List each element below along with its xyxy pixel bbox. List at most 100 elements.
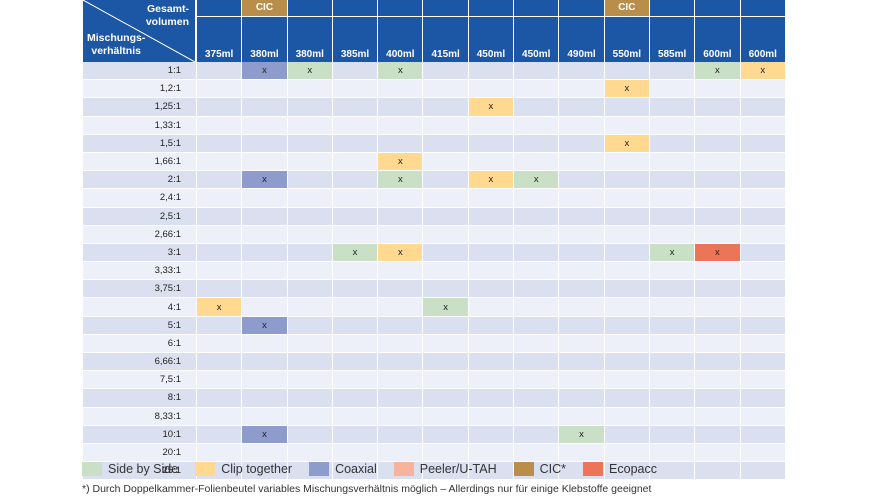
empty-cell bbox=[649, 425, 695, 444]
header-divider bbox=[468, 16, 514, 17]
mixing-ratio-cell: 25:1 bbox=[83, 462, 196, 481]
header-divider bbox=[332, 16, 378, 17]
available-cell: x bbox=[242, 425, 287, 444]
empty-cell bbox=[740, 316, 785, 335]
empty-cell bbox=[468, 116, 514, 135]
empty-cell bbox=[197, 134, 242, 153]
empty-cell bbox=[514, 334, 559, 353]
empty-cell bbox=[197, 334, 242, 353]
empty-cell bbox=[332, 353, 378, 372]
empty-cell bbox=[514, 316, 559, 335]
header-corner-cell: Gesamt- volumen Mischungs- verhältnis bbox=[83, 0, 196, 62]
empty-cell bbox=[423, 462, 468, 481]
table-row: 1,2:1 x bbox=[83, 80, 785, 99]
empty-cell bbox=[242, 116, 287, 135]
mixing-ratio-cell: 8:1 bbox=[83, 389, 196, 408]
empty-cell bbox=[242, 262, 287, 281]
empty-cell bbox=[695, 407, 740, 426]
table-row: 4:1 x x bbox=[83, 298, 785, 317]
empty-cell bbox=[695, 371, 740, 390]
empty-cell bbox=[740, 407, 785, 426]
availability-mark: x bbox=[397, 156, 403, 168]
empty-cell bbox=[649, 298, 695, 317]
empty-cell bbox=[197, 425, 242, 444]
table-row: 20:1 bbox=[83, 443, 785, 463]
table-row: 8,33:1 bbox=[83, 407, 785, 426]
empty-cell bbox=[332, 80, 378, 99]
empty-cell bbox=[514, 425, 559, 444]
empty-cell bbox=[423, 443, 468, 463]
availability-mark: x bbox=[624, 137, 630, 149]
empty-cell bbox=[197, 262, 242, 281]
empty-cell bbox=[423, 353, 468, 372]
column-volume-label: 375ml bbox=[204, 49, 234, 60]
empty-cell bbox=[559, 407, 604, 426]
empty-cell bbox=[514, 353, 559, 372]
available-cell: x bbox=[514, 171, 559, 190]
table-row: 6,66:1 bbox=[83, 353, 785, 372]
empty-cell bbox=[242, 353, 287, 372]
column-volume-label: 600ml bbox=[703, 49, 732, 60]
empty-cell bbox=[468, 407, 514, 426]
empty-cell bbox=[378, 98, 423, 117]
empty-cell bbox=[468, 134, 514, 153]
column-header: 585ml bbox=[649, 0, 695, 62]
column-volume-label: 415ml bbox=[431, 49, 460, 60]
empty-cell bbox=[514, 298, 559, 317]
empty-cell bbox=[423, 389, 468, 408]
column-volume-label: 380ml bbox=[250, 49, 279, 60]
empty-cell bbox=[287, 298, 332, 317]
empty-cell bbox=[423, 134, 468, 153]
mixing-ratio-label: Mischungs- verhältnis bbox=[87, 32, 146, 57]
legend-item-side: Side by Side bbox=[82, 462, 178, 476]
empty-cell bbox=[604, 371, 649, 390]
empty-cell bbox=[332, 389, 378, 408]
legend-swatch bbox=[195, 462, 216, 476]
legend-label: Side by Side bbox=[108, 462, 179, 476]
empty-cell bbox=[559, 171, 604, 190]
empty-cell bbox=[423, 116, 468, 135]
empty-cell bbox=[423, 243, 468, 263]
available-cell: x bbox=[197, 298, 242, 317]
empty-cell bbox=[242, 298, 287, 317]
legend-item-peel: Peeler/U-TAH bbox=[393, 462, 497, 476]
table-row: 1,33:1 bbox=[83, 116, 785, 135]
empty-cell bbox=[559, 316, 604, 335]
column-header: 400ml bbox=[378, 0, 423, 62]
empty-cell bbox=[242, 207, 287, 226]
empty-cell bbox=[695, 280, 740, 299]
mixing-ratio-cell: 1,25:1 bbox=[83, 98, 196, 117]
empty-cell bbox=[604, 207, 649, 226]
header-divider bbox=[242, 16, 287, 17]
legend-label: Clip together bbox=[221, 462, 293, 476]
empty-cell bbox=[197, 98, 242, 117]
table-row: 2,5:1 bbox=[83, 207, 785, 226]
empty-cell bbox=[514, 80, 559, 99]
header-divider bbox=[695, 16, 740, 17]
empty-cell bbox=[242, 389, 287, 408]
empty-cell bbox=[287, 389, 332, 408]
mixing-ratio-cell: 3,33:1 bbox=[83, 262, 196, 281]
empty-cell bbox=[332, 225, 378, 244]
availability-mark: x bbox=[533, 174, 539, 186]
availability-mark: x bbox=[715, 246, 720, 258]
empty-cell bbox=[514, 225, 559, 244]
table-row: 1:1 x x x x x bbox=[83, 62, 785, 81]
column-header: 450ml bbox=[514, 0, 559, 62]
table-row: 2:1 x x x x bbox=[83, 171, 785, 190]
table-row: 10:1 x x bbox=[83, 425, 785, 444]
table-row: 6:1 bbox=[83, 334, 785, 353]
empty-cell bbox=[287, 407, 332, 426]
available-cell: x bbox=[378, 152, 423, 172]
empty-cell bbox=[287, 225, 332, 244]
availability-mark: x bbox=[715, 65, 720, 77]
empty-cell bbox=[378, 225, 423, 244]
column-volume-label: 550ml bbox=[612, 49, 641, 60]
empty-cell bbox=[559, 443, 604, 463]
empty-cell bbox=[468, 316, 514, 335]
empty-cell bbox=[695, 353, 740, 372]
available-cell: x bbox=[559, 425, 604, 444]
column-header: 600ml bbox=[695, 0, 740, 62]
empty-cell bbox=[695, 389, 740, 408]
mixing-ratio-cell: 20:1 bbox=[83, 443, 196, 463]
